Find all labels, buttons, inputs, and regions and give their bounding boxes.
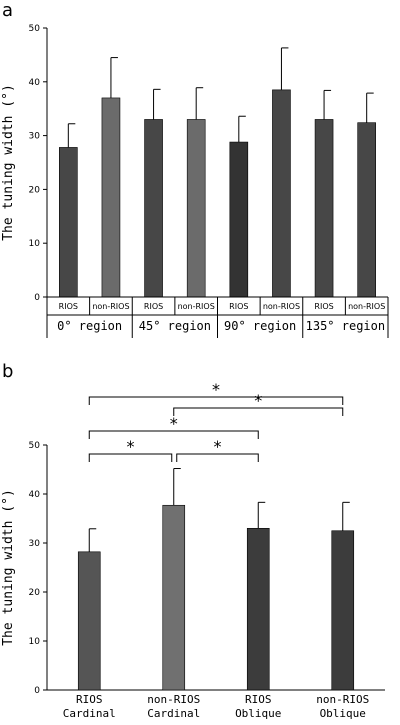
panel-b-bar [331,530,355,691]
panel-b-category-sublabel: Cardinal [63,707,116,720]
panel-a-category-label: RIOS [59,302,78,311]
panel-b-significance-bracket [88,396,344,405]
panel-b-significance-bracket [88,453,173,462]
panel-a-group-label: 135° region [306,319,385,333]
panel-b-y-tick-label: 10 [29,637,41,647]
panel-a-bar [101,97,121,298]
panel-a-bar [314,119,334,298]
panel-a: a 0 10 20 30 40 50 The tuning width (°) RIOS non-… [1,0,389,338]
panel-a-bar [59,147,78,298]
panel-b-significance-star: * [170,414,178,433]
panel-b-y-tick-label: 20 [29,588,41,598]
panel-b-significance-star: * [212,380,220,399]
panel-a-bar [272,89,291,298]
panel-a-bar [357,122,376,298]
panel-b-y-tick-label: 40 [29,490,41,500]
panel-a-bar [186,119,206,298]
panel-a-y-tick-label: 20 [29,185,41,195]
panel-a-group-label: 0° region [57,319,122,333]
panel-b-significance-star: * [214,437,222,456]
panel-b-category-sublabel: Oblique [320,707,366,720]
panel-a-bar [229,141,249,298]
panel-a-category-label: non-RIOS [263,302,300,311]
panel-a-category-label: non-RIOS [348,302,385,311]
panel-a-y-tick-label: 50 [29,24,41,34]
panel-b-y-tick-label: 50 [29,441,41,451]
panel-b-category-label: RIOS [245,693,272,706]
panel-b-category-label: RIOS [76,693,103,706]
panel-a-bar [144,119,163,298]
panel-a-y-tick-label: 40 [29,78,41,88]
panel-a-category-label: RIOS [314,302,333,311]
panel-a-letter: a [2,0,13,21]
panel-a-group-label: 45° region [139,319,211,333]
panel-b-significance-bracket [173,407,344,416]
panel-b-category-label: non-RIOS [147,693,200,706]
panel-a-category-label: non-RIOS [92,302,129,311]
panel-b-bar [77,551,101,691]
panel-b-y-tick-label: 30 [29,539,41,549]
panel-b-significance-bracket [88,430,259,439]
panel-b-category-label: non-RIOS [316,693,369,706]
panel-b-y-tick-label: 0 [34,686,40,696]
panel-a-y-tick-label: 10 [29,239,41,249]
panel-b-y-label: The tuning width (°) [1,489,16,646]
panel-a-y-tick-label: 30 [29,132,41,142]
panel-b-significance-star: * [254,391,262,410]
panel-b-category-sublabel: Oblique [235,707,281,720]
panel-a-category-label: RIOS [229,302,248,311]
panel-b-significance-star: * [127,437,135,456]
panel-a-category-label: non-RIOS [178,302,215,311]
panel-b-letter: b [2,361,13,382]
panel-b-significance-bracket [176,453,259,462]
panel-a-group-label: 90° region [224,319,296,333]
panel-a-y-tick-label: 0 [34,293,40,303]
panel-a-y-label: The tuning width (°) [1,84,16,241]
panel-b-bar [162,504,186,691]
panel-b-bar [246,527,270,691]
panel-b-category-sublabel: Cardinal [147,707,200,720]
panel-a-category-label: RIOS [144,302,163,311]
